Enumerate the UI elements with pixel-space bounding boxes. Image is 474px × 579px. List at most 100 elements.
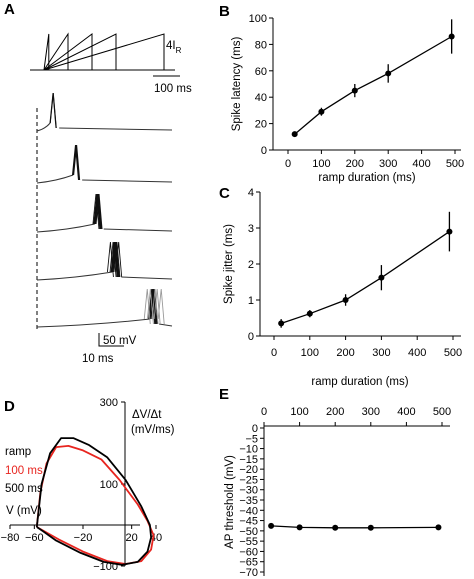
spike [157, 288, 165, 325]
sweep-baseline [36, 271, 113, 281]
spike [146, 288, 154, 325]
y-axis-label-line1: ΔV/Δt [132, 409, 162, 421]
y-axis-label-line2: (mV/ms) [131, 424, 175, 436]
voltage-time-scale-bar [98, 333, 124, 347]
x-axis-label: V (mV) [6, 505, 42, 517]
data-point [296, 524, 303, 531]
stimulus-ramp [43, 33, 165, 71]
x-tick-label: −60 [25, 532, 44, 544]
y-tick-label: −50 [239, 526, 258, 538]
data-point [342, 297, 349, 303]
voltage-scale-label: 50 mV [103, 335, 137, 347]
y-tick-label: 4 [248, 187, 254, 199]
y-tick-label: −45 [239, 516, 258, 528]
stimulus-ramp [43, 33, 93, 71]
sweep-tail [59, 127, 173, 131]
data-point [446, 228, 453, 235]
sweep-baseline [36, 174, 74, 184]
spike [109, 241, 117, 278]
x-tick-label: 300 [362, 406, 380, 418]
series-line [294, 35, 453, 135]
x-tick-label: 500 [433, 406, 451, 418]
stimulus-ramps [30, 32, 175, 71]
data-point [367, 524, 374, 531]
x-tick-label: 0 [285, 158, 291, 170]
y-tick-label: 40 [255, 92, 267, 104]
data-point [435, 524, 442, 531]
y-tick-label: 3 [248, 223, 254, 235]
data-point [268, 522, 275, 529]
x-tick-label: −20 [74, 532, 93, 544]
y-tick-label: −5 [245, 433, 258, 445]
stimulus-ramp [43, 33, 117, 71]
spike [95, 193, 102, 230]
y-tick-label: −10 [239, 444, 258, 456]
sweep-baseline [36, 318, 151, 328]
spike [95, 193, 103, 230]
sweep-baseline [36, 122, 51, 132]
y-tick-label: 300 [100, 397, 118, 409]
stimulus-amplitude-label: 4IR [166, 40, 182, 55]
data-point [318, 108, 325, 115]
y-tick-label: −25 [239, 474, 258, 486]
x-tick-label: 200 [326, 406, 344, 418]
panel-b-spike-latency: 0 100 200 300 400 500 0 20 40 60 80 100 Spike laten… [231, 13, 464, 184]
y-axis-label: Spike latency (ms) [231, 37, 243, 132]
spike [94, 193, 102, 230]
x-axis-label: ramp duration (ms) [318, 172, 415, 184]
x-tick-label: −80 [1, 532, 20, 544]
x-tick-label: 200 [336, 347, 354, 359]
y-tick-label: −60 [239, 546, 258, 558]
x-tick-label: 0 [271, 347, 277, 359]
x-tick-label: 400 [397, 406, 415, 418]
spike [93, 193, 101, 230]
y-tick-label: 20 [255, 119, 267, 131]
stimulus-ramp [43, 33, 50, 71]
sweep-tail [82, 179, 173, 183]
sweep-time-scale-label: 10 ms [82, 353, 114, 365]
spike [106, 241, 114, 278]
y-tick-label: −55 [239, 536, 258, 548]
x-tick-label: 0 [261, 406, 267, 418]
y-tick-label: −40 [239, 505, 258, 517]
spike [71, 144, 79, 181]
spike [92, 193, 100, 230]
y-tick-label: 2 [248, 259, 254, 271]
spike [112, 241, 120, 278]
series-line [271, 525, 439, 529]
y-tick-label: −35 [239, 495, 258, 507]
data-point [351, 87, 358, 94]
y-tick-label: 100 [100, 479, 118, 491]
spike [73, 144, 81, 181]
y-tick-label: −70 [239, 567, 258, 579]
legend-entry-100ms: 100 ms [5, 465, 43, 477]
x-tick-label: 200 [346, 158, 364, 170]
spike [115, 241, 123, 278]
legend-title: ramp [5, 446, 31, 458]
panel-a: 4IR 100 ms 50 mV 10 ms [30, 32, 192, 365]
y-tick-label: 0 [248, 331, 254, 343]
x-tick-label: 400 [412, 158, 430, 170]
spike [93, 193, 101, 230]
spike [49, 92, 57, 129]
y-tick-label: 1 [248, 295, 254, 307]
spike [112, 241, 120, 278]
data-point [332, 524, 339, 531]
y-axis-label: Spike jitter (ms) [223, 224, 235, 304]
y-tick-label: 60 [255, 66, 267, 78]
x-tick-label: 20 [126, 532, 138, 544]
legend-entry-500ms: 500 ms [5, 483, 43, 495]
y-tick-label: 0 [261, 145, 267, 157]
data-point [306, 310, 313, 317]
time-scale-label: 100 ms [154, 83, 192, 95]
panel-label-a: A [4, 1, 15, 18]
x-tick-label: 500 [446, 158, 464, 170]
y-tick-label: −30 [239, 485, 258, 497]
sweep-tail [159, 323, 173, 327]
x-tick-label: 100 [301, 347, 319, 359]
y-tick-label: −15 [239, 454, 258, 466]
x-tick-label: 100 [290, 406, 308, 418]
data-point [385, 70, 392, 77]
